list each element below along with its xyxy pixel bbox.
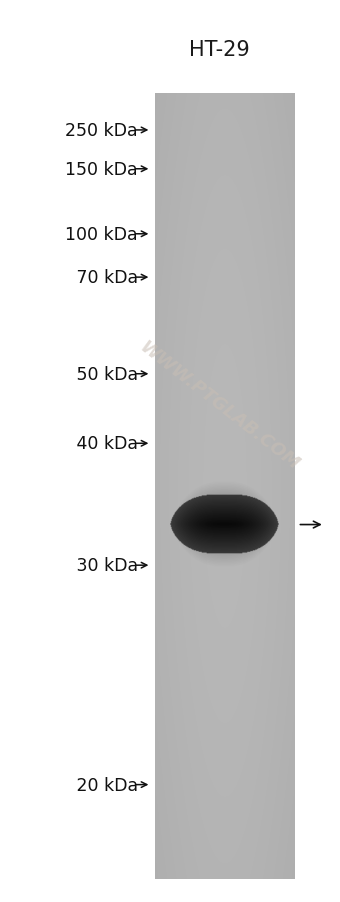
Text: 70 kDa: 70 kDa (71, 269, 138, 287)
Text: 20 kDa: 20 kDa (71, 776, 138, 794)
Text: 30 kDa: 30 kDa (71, 557, 138, 575)
Text: HT-29: HT-29 (189, 40, 250, 60)
Text: 150 kDa: 150 kDa (65, 161, 138, 179)
Text: 40 kDa: 40 kDa (71, 435, 138, 453)
Text: 250 kDa: 250 kDa (65, 122, 138, 140)
Text: 50 kDa: 50 kDa (71, 365, 138, 383)
Text: WWW.PTGLAB.COM: WWW.PTGLAB.COM (136, 338, 303, 474)
Text: 100 kDa: 100 kDa (65, 226, 138, 244)
